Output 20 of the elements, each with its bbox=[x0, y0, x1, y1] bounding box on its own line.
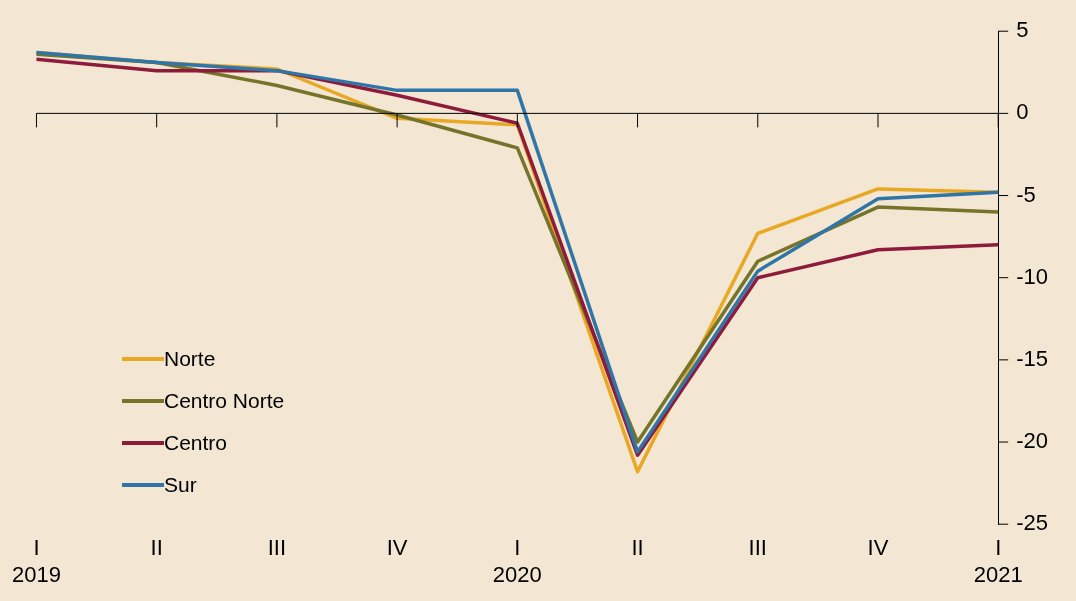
x-tick-label: III bbox=[267, 535, 287, 561]
legend-label: Norte bbox=[164, 347, 216, 371]
legend-label: Centro bbox=[164, 431, 228, 455]
x-tick-label: IV bbox=[386, 535, 408, 561]
y-tick-label: -10 bbox=[1016, 263, 1048, 289]
y-tick-label: -5 bbox=[1016, 181, 1036, 207]
x-tick-label: IV bbox=[867, 535, 889, 561]
x-tick-label: II bbox=[631, 535, 644, 561]
x-tick-label: III bbox=[748, 535, 767, 561]
y-tick-label: -25 bbox=[1016, 510, 1048, 536]
x-tick-label: II bbox=[150, 535, 163, 561]
y-tick-label: 5 bbox=[1016, 17, 1029, 43]
y-tick-label: -20 bbox=[1016, 428, 1048, 454]
x-tick-label: I 2020 bbox=[492, 535, 542, 587]
legend-label: Sur bbox=[164, 473, 197, 497]
x-tick-label: I 2021 bbox=[973, 535, 1023, 587]
y-tick-label: -15 bbox=[1016, 345, 1048, 371]
x-tick-label: I 2019 bbox=[11, 535, 61, 587]
y-tick-label: 0 bbox=[1016, 99, 1029, 125]
legend-label: Centro Norte bbox=[164, 389, 285, 413]
